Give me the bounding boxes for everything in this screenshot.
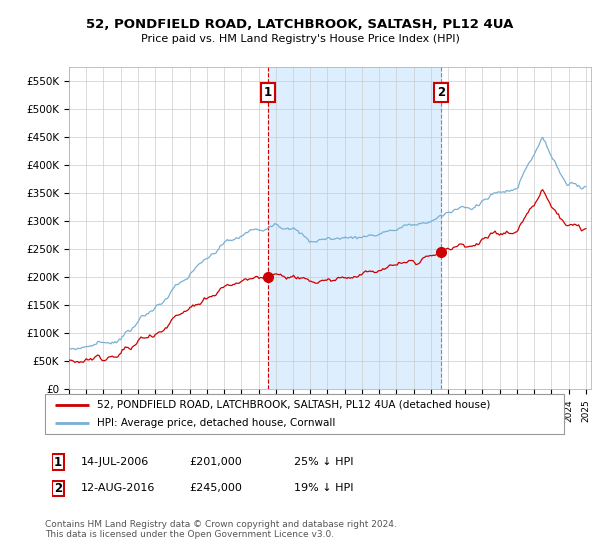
Text: 1: 1: [264, 86, 272, 99]
Text: 14-JUL-2006: 14-JUL-2006: [81, 457, 149, 467]
Text: 25% ↓ HPI: 25% ↓ HPI: [294, 457, 353, 467]
Text: 2: 2: [54, 482, 62, 495]
Text: 52, PONDFIELD ROAD, LATCHBROOK, SALTASH, PL12 4UA: 52, PONDFIELD ROAD, LATCHBROOK, SALTASH,…: [86, 18, 514, 31]
Bar: [268, 67, 442, 389]
FancyBboxPatch shape: [52, 454, 64, 470]
Text: £245,000: £245,000: [189, 483, 242, 493]
Text: £201,000: £201,000: [189, 457, 242, 467]
Text: 12-AUG-2016: 12-AUG-2016: [81, 483, 155, 493]
FancyBboxPatch shape: [52, 480, 64, 496]
Text: 52, PONDFIELD ROAD, LATCHBROOK, SALTASH, PL12 4UA (detached house): 52, PONDFIELD ROAD, LATCHBROOK, SALTASH,…: [97, 400, 490, 409]
Text: 2: 2: [437, 86, 446, 99]
FancyBboxPatch shape: [45, 394, 564, 434]
Text: Contains HM Land Registry data © Crown copyright and database right 2024.
This d: Contains HM Land Registry data © Crown c…: [45, 520, 397, 539]
Text: 1: 1: [54, 455, 62, 469]
Text: Price paid vs. HM Land Registry's House Price Index (HPI): Price paid vs. HM Land Registry's House …: [140, 34, 460, 44]
Text: HPI: Average price, detached house, Cornwall: HPI: Average price, detached house, Corn…: [97, 418, 335, 428]
Text: 19% ↓ HPI: 19% ↓ HPI: [294, 483, 353, 493]
